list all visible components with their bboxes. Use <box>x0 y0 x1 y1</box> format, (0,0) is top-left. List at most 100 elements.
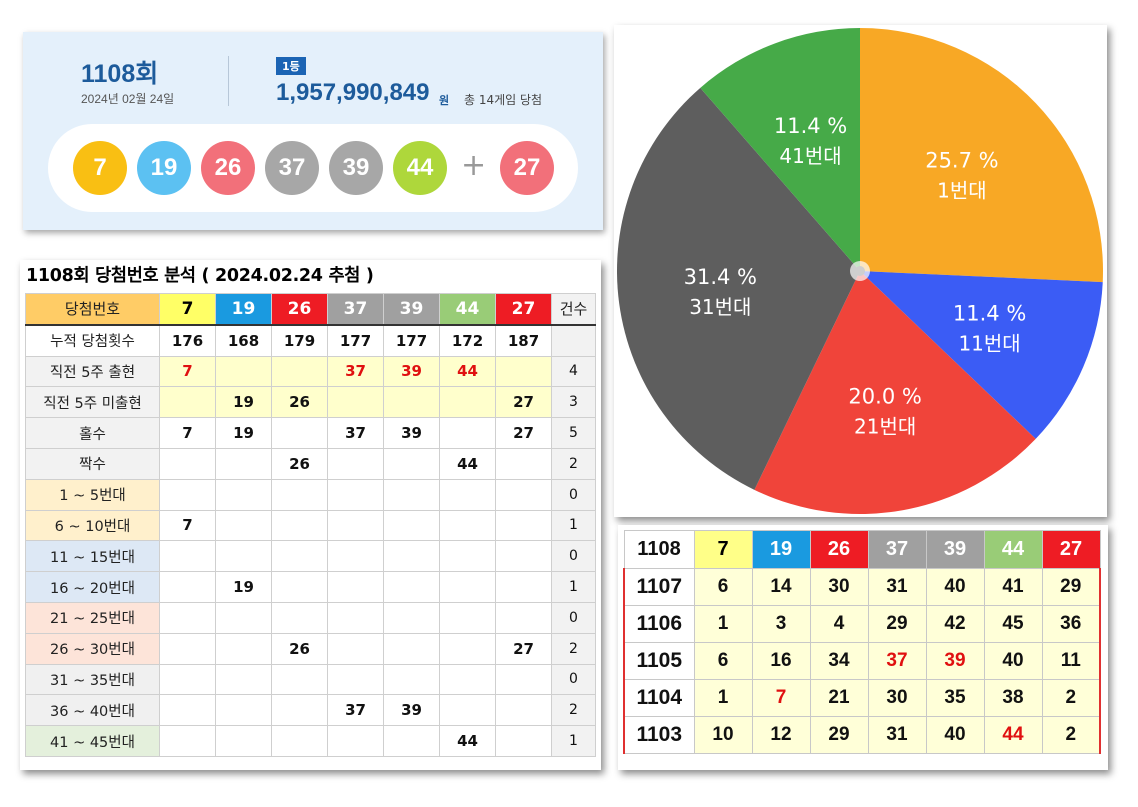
round-number-cell: 6 <box>693 642 753 680</box>
row-label: 누적 당첨횟수 <box>25 324 160 357</box>
table-cell <box>495 601 552 634</box>
round-number-cell: 7 <box>751 679 811 717</box>
table-cell <box>439 386 496 419</box>
table-cell <box>383 663 440 696</box>
table-cell <box>327 386 384 419</box>
table-row: 홀수 7 19 37 39 27 5 <box>25 417 596 449</box>
table-row: 41 ~ 45번대 44 1 <box>25 725 596 757</box>
table-cell <box>495 663 552 696</box>
table-row: 16 ~ 20번대 19 1 <box>25 571 596 603</box>
pie-slice <box>754 271 1036 514</box>
round-number-cell: 12 <box>751 716 811 754</box>
recent-round-row: 1107 6 14 30 31 40 41 29 <box>623 568 1101 606</box>
table-cell: 44 <box>439 725 496 757</box>
table-cell: 27 <box>495 632 552 665</box>
slice-range-label: 1번대 <box>937 179 987 203</box>
round-number: 1104 <box>623 679 695 717</box>
divider <box>228 56 229 106</box>
row-count: 1 <box>551 571 596 603</box>
table-cell <box>495 725 552 757</box>
table-cell <box>439 663 496 696</box>
current-round: 1108 <box>623 530 695 569</box>
row-label: 6 ~ 10번대 <box>25 509 160 542</box>
current-number: 39 <box>925 530 985 569</box>
recent-rounds-table: 1108 7 19 26 37 39 44 27 1107 6 14 30 31 40 41 29 1106 1 3… <box>623 530 1101 754</box>
table-row: 짝수 26 44 2 <box>25 447 596 480</box>
row-count: 4 <box>551 355 596 388</box>
row-count: 2 <box>551 447 596 480</box>
round-number-cell: 31 <box>867 716 927 754</box>
table-cell <box>327 509 384 542</box>
table-row: 21 ~ 25번대 0 <box>25 601 596 634</box>
table-cell <box>383 386 440 419</box>
table-cell <box>271 601 328 634</box>
row-count: 0 <box>551 540 596 573</box>
header-number: 27 <box>495 292 552 326</box>
round-number-cell: 39 <box>925 642 985 680</box>
table-cell <box>215 355 272 388</box>
header-number: 44 <box>439 292 496 326</box>
table-cell <box>271 725 328 757</box>
table-cell: 27 <box>495 417 552 449</box>
table-cell: 39 <box>383 355 440 388</box>
round-number-cell: 40 <box>983 642 1043 680</box>
prize-unit: 원 <box>439 94 450 107</box>
row-label: 11 ~ 15번대 <box>25 540 160 573</box>
row-label: 26 ~ 30번대 <box>25 632 160 665</box>
table-cell <box>215 694 272 727</box>
row-count <box>551 324 596 357</box>
current-number: 44 <box>983 530 1043 569</box>
table-row: 31 ~ 35번대 0 <box>25 663 596 696</box>
round-number-cell: 14 <box>751 568 811 606</box>
round-number: 1105 <box>623 642 695 680</box>
table-cell <box>327 663 384 696</box>
winning-ball: 44 <box>393 141 447 195</box>
table-row: 36 ~ 40번대 37 39 2 <box>25 694 596 727</box>
pie-slice <box>860 271 1103 439</box>
table-cell <box>271 663 328 696</box>
table-cell <box>383 571 440 603</box>
table-cell <box>215 663 272 696</box>
row-label: 홀수 <box>25 417 160 449</box>
round-number-cell: 40 <box>925 716 985 754</box>
table-cell <box>271 509 328 542</box>
round-number-cell: 21 <box>809 679 869 717</box>
header-number: 37 <box>327 292 384 326</box>
table-cell <box>159 725 216 757</box>
table-row: 26 ~ 30번대 26 27 2 <box>25 632 596 665</box>
row-label: 16 ~ 20번대 <box>25 571 160 603</box>
round-number-cell: 3 <box>751 605 811 643</box>
draw-date: 2024년 02월 24일 <box>81 92 175 106</box>
table-cell <box>159 632 216 665</box>
round-number-cell: 2 <box>1041 716 1101 754</box>
pie-slice <box>617 87 860 490</box>
current-number: 27 <box>1041 530 1101 569</box>
table-cell: 177 <box>383 324 440 357</box>
prize-amount: 1,957,990,849 <box>276 79 430 106</box>
table-cell <box>159 478 216 511</box>
table-cell: 27 <box>495 386 552 419</box>
table-cell <box>271 355 328 388</box>
table-cell: 172 <box>439 324 496 357</box>
pie-slice <box>700 28 860 271</box>
row-label: 41 ~ 45번대 <box>25 725 160 757</box>
table-cell: 26 <box>271 632 328 665</box>
table-cell: 7 <box>159 355 216 388</box>
table-cell <box>439 509 496 542</box>
table-cell <box>327 725 384 757</box>
plus-sign: + <box>461 148 487 183</box>
table-cell: 26 <box>271 386 328 419</box>
round-number-cell: 44 <box>983 716 1043 754</box>
table-cell: 187 <box>495 324 552 357</box>
table-cell <box>271 478 328 511</box>
table-cell: 7 <box>159 509 216 542</box>
table-cell: 37 <box>327 355 384 388</box>
table-cell: 7 <box>159 417 216 449</box>
table-cell <box>159 601 216 634</box>
ball-bar: + 7 19 26 37 39 44 27 <box>48 124 578 212</box>
table-cell <box>439 694 496 727</box>
round-number-cell: 42 <box>925 605 985 643</box>
table-cell <box>439 540 496 573</box>
table-cell <box>495 694 552 727</box>
table-cell <box>495 478 552 511</box>
